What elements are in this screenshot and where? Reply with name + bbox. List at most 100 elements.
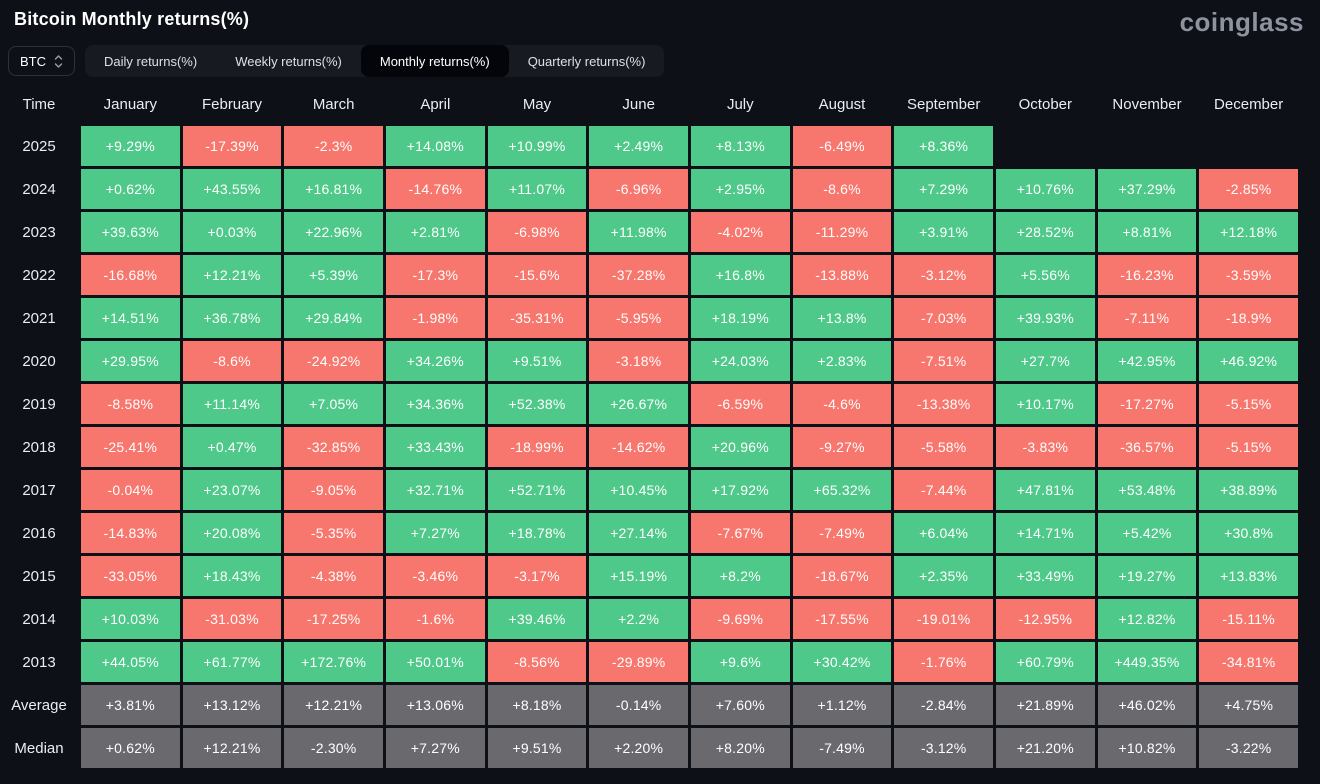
return-cell: -18.67% [792, 556, 892, 596]
return-cell: +38.89% [1199, 470, 1298, 510]
return-cell: -14.76% [385, 169, 485, 209]
return-cell: +8.2% [690, 556, 790, 596]
return-cell: +0.62% [81, 169, 180, 209]
return-cell: +39.46% [487, 599, 587, 639]
return-cell: +9.6% [690, 642, 790, 682]
return-cell: +27.14% [589, 513, 688, 553]
return-cell: +13.8% [792, 298, 892, 338]
return-cell: +42.95% [1097, 341, 1197, 381]
return-cell: +17.92% [690, 470, 790, 510]
return-cell: +12.18% [1199, 212, 1298, 252]
return-cell: -16.68% [81, 255, 180, 295]
return-cell: -8.58% [81, 384, 180, 424]
row-label-median: Median [14, 739, 64, 757]
return-cell: -17.25% [284, 599, 383, 639]
coin-selector[interactable]: BTC [8, 46, 75, 76]
return-cell: -5.58% [894, 427, 993, 467]
column-header-september: September [906, 95, 981, 113]
return-cell: +2.20% [589, 728, 688, 768]
coin-selector-label: BTC [20, 53, 46, 69]
return-cell: -7.44% [894, 470, 993, 510]
row-label-2022: 2022 [22, 266, 56, 284]
return-cell: -7.67% [690, 513, 790, 553]
return-cell: +0.47% [182, 427, 282, 467]
return-cell: +36.78% [182, 298, 282, 338]
return-cell: +18.19% [690, 298, 790, 338]
return-cell: +29.84% [284, 298, 383, 338]
tab-daily-returns[interactable]: Daily returns(%) [85, 45, 216, 77]
return-cell: +7.60% [690, 685, 790, 725]
return-cell: +6.04% [894, 513, 993, 553]
return-cell: -6.49% [792, 126, 892, 166]
return-cell: -29.89% [589, 642, 688, 682]
topbar: Bitcoin Monthly returns(%) coinglass [0, 0, 1320, 40]
return-cell: -7.03% [894, 298, 993, 338]
return-cell: +7.05% [284, 384, 383, 424]
return-cell: +8.18% [487, 685, 587, 725]
return-cell: -17.39% [182, 126, 282, 166]
return-cell: +8.81% [1097, 212, 1197, 252]
return-cell: -13.88% [792, 255, 892, 295]
return-cell: +12.21% [284, 685, 383, 725]
return-cell: -12.95% [995, 599, 1095, 639]
return-cell: -9.27% [792, 427, 892, 467]
return-cell: +52.71% [487, 470, 587, 510]
return-cell: +9.29% [81, 126, 180, 166]
return-cell: +14.51% [81, 298, 180, 338]
row-label-2015: 2015 [22, 567, 56, 585]
return-cell: +34.26% [385, 341, 485, 381]
coinglass-logo: coinglass [1179, 7, 1304, 37]
return-cell: +12.82% [1097, 599, 1197, 639]
return-cell: -3.18% [589, 341, 688, 381]
tab-monthly-returns[interactable]: Monthly returns(%) [360, 45, 509, 77]
return-cell: -11.29% [792, 212, 892, 252]
tab-quarterly-returns[interactable]: Quarterly returns(%) [509, 45, 665, 77]
return-cell: +46.02% [1097, 685, 1197, 725]
return-cell: -4.38% [284, 556, 383, 596]
tab-weekly-returns[interactable]: Weekly returns(%) [216, 45, 361, 77]
return-cell: -25.41% [81, 427, 180, 467]
return-cell: +0.03% [182, 212, 282, 252]
column-header-august: August [818, 95, 866, 113]
return-cell: +16.8% [690, 255, 790, 295]
return-cell: -14.62% [589, 427, 688, 467]
return-cell: -2.30% [284, 728, 383, 768]
return-cell: -3.12% [894, 255, 993, 295]
return-cell: +1.12% [792, 685, 892, 725]
column-header-may: May [522, 95, 552, 113]
return-cell: -35.31% [487, 298, 587, 338]
return-cell: +2.2% [589, 599, 688, 639]
return-cell: +44.05% [81, 642, 180, 682]
return-cell: +18.43% [182, 556, 282, 596]
return-cell: +10.82% [1097, 728, 1197, 768]
return-cell: +172.76% [284, 642, 383, 682]
return-cell: -1.98% [385, 298, 485, 338]
column-header-november: November [1112, 95, 1182, 113]
return-cell: +13.06% [385, 685, 485, 725]
row-label-2016: 2016 [22, 524, 56, 542]
return-cell: +21.89% [995, 685, 1095, 725]
return-cell: -6.98% [487, 212, 587, 252]
column-header-july: July [726, 95, 754, 113]
row-label-2018: 2018 [22, 438, 56, 456]
row-label-2021: 2021 [22, 309, 56, 327]
return-cell: -6.96% [589, 169, 688, 209]
row-label-2024: 2024 [22, 180, 56, 198]
return-cell: +26.67% [589, 384, 688, 424]
return-cell: +30.8% [1199, 513, 1298, 553]
return-cell: +8.36% [894, 126, 993, 166]
return-cell: +61.77% [182, 642, 282, 682]
return-cell: -13.38% [894, 384, 993, 424]
return-cell: +8.20% [690, 728, 790, 768]
interval-tabs: Daily returns(%) Weekly returns(%) Monthly… [85, 45, 665, 77]
column-header-january: January [103, 95, 158, 113]
return-cell: -0.04% [81, 470, 180, 510]
return-cell [1199, 126, 1298, 166]
return-cell: +10.17% [995, 384, 1095, 424]
return-cell: -8.56% [487, 642, 587, 682]
return-cell: +10.03% [81, 599, 180, 639]
return-cell: +65.32% [792, 470, 892, 510]
return-cell: -17.27% [1097, 384, 1197, 424]
return-cell: +0.62% [81, 728, 180, 768]
return-cell: +4.75% [1199, 685, 1298, 725]
